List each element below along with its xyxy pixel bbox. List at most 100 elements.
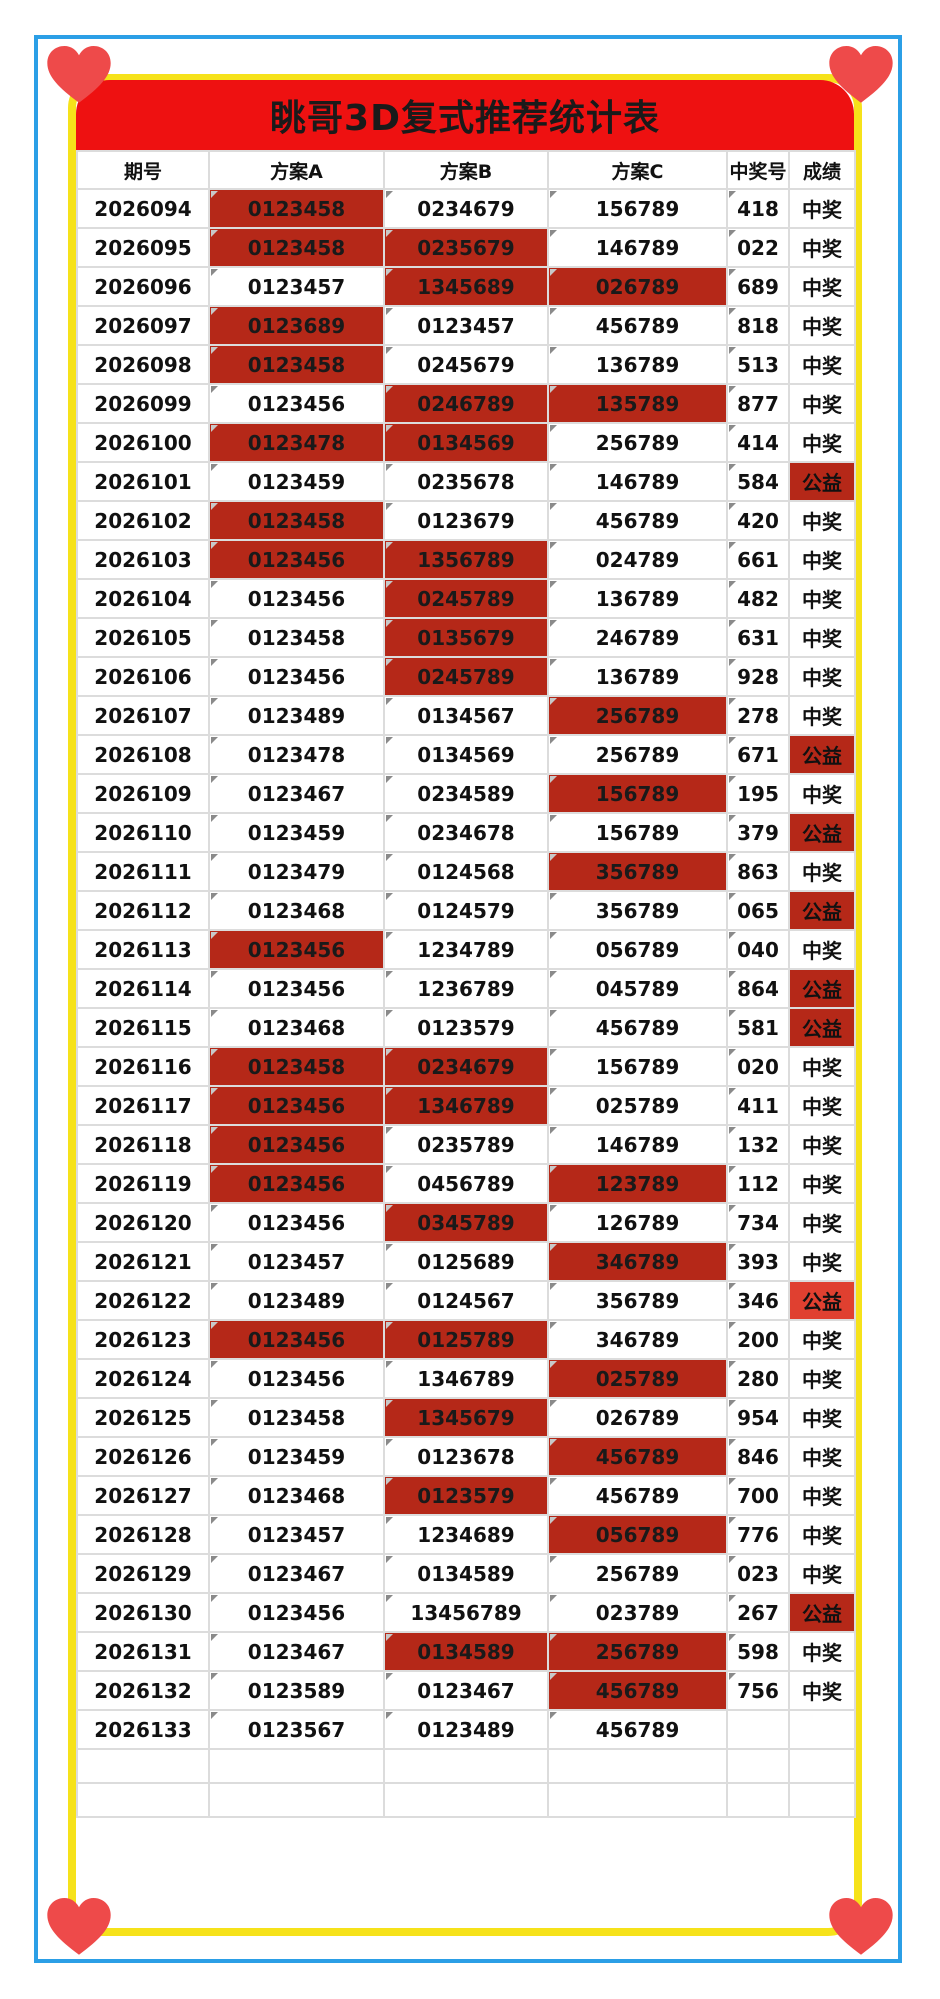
- table-row: 2026100 0123478 0134569 256789 414 中奖: [76, 422, 856, 463]
- plan-c-cell: 456789: [547, 1475, 728, 1516]
- table-row: 2026124 0123456 1346789 025789 280 中奖: [76, 1358, 856, 1399]
- table-row: 2026099 0123456 0246789 135789 877 中奖: [76, 383, 856, 424]
- empty-cell: [208, 1748, 385, 1784]
- winning-number-cell: 631: [726, 617, 790, 658]
- winning-number-cell: 954: [726, 1397, 790, 1438]
- plan-c-cell: 146789: [547, 461, 728, 502]
- plan-a-cell: 0123457: [208, 266, 385, 307]
- winning-number-cell: 200: [726, 1319, 790, 1360]
- plan-a-cell: 0123456: [208, 1163, 385, 1204]
- plan-a-cell: 0123458: [208, 344, 385, 385]
- empty-cell: [383, 1748, 549, 1784]
- result-cell: [788, 1709, 856, 1750]
- result-cell: 中奖: [788, 266, 856, 307]
- table-row: 2026114 0123456 1236789 045789 864 公益: [76, 968, 856, 1009]
- period-cell: 2026094: [76, 188, 210, 229]
- winning-number-cell: 414: [726, 422, 790, 463]
- empty-row: [76, 1782, 856, 1818]
- plan-b-cell: 0234678: [383, 812, 549, 853]
- header-plan-b: 方案B: [383, 150, 549, 190]
- winning-number-cell: 040: [726, 929, 790, 970]
- plan-a-cell: 0123459: [208, 812, 385, 853]
- period-cell: 2026114: [76, 968, 210, 1009]
- plan-a-cell: 0123456: [208, 578, 385, 619]
- winning-number-cell: 346: [726, 1280, 790, 1321]
- plan-b-cell: 1236789: [383, 968, 549, 1009]
- winning-number-cell: 846: [726, 1436, 790, 1477]
- table-row: 2026122 0123489 0124567 356789 346 公益: [76, 1280, 856, 1321]
- plan-c-cell: 456789: [547, 1709, 728, 1750]
- plan-a-cell: 0123458: [208, 1046, 385, 1087]
- header-plan-c: 方案C: [547, 150, 728, 190]
- period-cell: 2026123: [76, 1319, 210, 1360]
- plan-a-cell: 0123467: [208, 1631, 385, 1672]
- plan-c-cell: 025789: [547, 1085, 728, 1126]
- period-cell: 2026131: [76, 1631, 210, 1672]
- plan-a-cell: 0123567: [208, 1709, 385, 1750]
- plan-c-cell: 136789: [547, 656, 728, 697]
- table-row: 2026097 0123689 0123457 456789 818 中奖: [76, 305, 856, 346]
- plan-c-cell: 023789: [547, 1592, 728, 1633]
- plan-a-cell: 0123468: [208, 1475, 385, 1516]
- plan-c-cell: 456789: [547, 1670, 728, 1711]
- winning-number-cell: 756: [726, 1670, 790, 1711]
- plan-c-cell: 156789: [547, 1046, 728, 1087]
- plan-c-cell: 156789: [547, 812, 728, 853]
- table-row: 2026133 0123567 0123489 456789: [76, 1709, 856, 1750]
- plan-b-cell: 0125789: [383, 1319, 549, 1360]
- plan-a-cell: 0123467: [208, 773, 385, 814]
- plan-c-cell: 256789: [547, 695, 728, 736]
- winning-number-cell: 928: [726, 656, 790, 697]
- plan-c-cell: 136789: [547, 344, 728, 385]
- table-row: 2026115 0123468 0123579 456789 581 公益: [76, 1007, 856, 1048]
- plan-b-cell: 1346789: [383, 1358, 549, 1399]
- result-cell: 公益: [788, 461, 856, 502]
- period-cell: 2026132: [76, 1670, 210, 1711]
- plan-c-cell: 156789: [547, 773, 728, 814]
- plan-c-cell: 346789: [547, 1319, 728, 1360]
- result-cell: 中奖: [788, 1202, 856, 1243]
- result-cell: 中奖: [788, 695, 856, 736]
- winning-number-cell: 195: [726, 773, 790, 814]
- result-cell: 中奖: [788, 1670, 856, 1711]
- period-cell: 2026115: [76, 1007, 210, 1048]
- table-row: 2026103 0123456 1356789 024789 661 中奖: [76, 539, 856, 580]
- plan-c-cell: 456789: [547, 1436, 728, 1477]
- plan-c-cell: 356789: [547, 851, 728, 892]
- plan-c-cell: 026789: [547, 266, 728, 307]
- winning-number-cell: 671: [726, 734, 790, 775]
- result-cell: 中奖: [788, 383, 856, 424]
- plan-c-cell: 146789: [547, 1124, 728, 1165]
- period-cell: 2026099: [76, 383, 210, 424]
- table-row: 2026130 0123456 13456789 023789 267 公益: [76, 1592, 856, 1633]
- plan-c-cell: 256789: [547, 1553, 728, 1594]
- winning-number-cell: 411: [726, 1085, 790, 1126]
- table-row: 2026118 0123456 0235789 146789 132 中奖: [76, 1124, 856, 1165]
- period-cell: 2026124: [76, 1358, 210, 1399]
- period-cell: 2026110: [76, 812, 210, 853]
- plan-a-cell: 0123459: [208, 1436, 385, 1477]
- result-cell: 公益: [788, 812, 856, 853]
- plan-c-cell: 025789: [547, 1358, 728, 1399]
- result-cell: 中奖: [788, 1124, 856, 1165]
- plan-b-cell: 0235678: [383, 461, 549, 502]
- winning-number-cell: 482: [726, 578, 790, 619]
- winning-number-cell: 379: [726, 812, 790, 853]
- plan-a-cell: 0123689: [208, 305, 385, 346]
- plan-c-cell: 456789: [547, 500, 728, 541]
- plan-c-cell: 026789: [547, 1397, 728, 1438]
- result-cell: 中奖: [788, 578, 856, 619]
- plan-b-cell: 0123467: [383, 1670, 549, 1711]
- result-cell: 中奖: [788, 422, 856, 463]
- table-row: 2026110 0123459 0234678 156789 379 公益: [76, 812, 856, 853]
- header-period: 期号: [76, 150, 210, 190]
- table-row: 2026120 0123456 0345789 126789 734 中奖: [76, 1202, 856, 1243]
- result-cell: 公益: [788, 968, 856, 1009]
- plan-a-cell: 0123458: [208, 188, 385, 229]
- table-row: 2026102 0123458 0123679 456789 420 中奖: [76, 500, 856, 541]
- period-cell: 2026095: [76, 227, 210, 268]
- winning-number-cell: 022: [726, 227, 790, 268]
- plan-b-cell: 0123679: [383, 500, 549, 541]
- result-cell: 中奖: [788, 1553, 856, 1594]
- period-cell: 2026130: [76, 1592, 210, 1633]
